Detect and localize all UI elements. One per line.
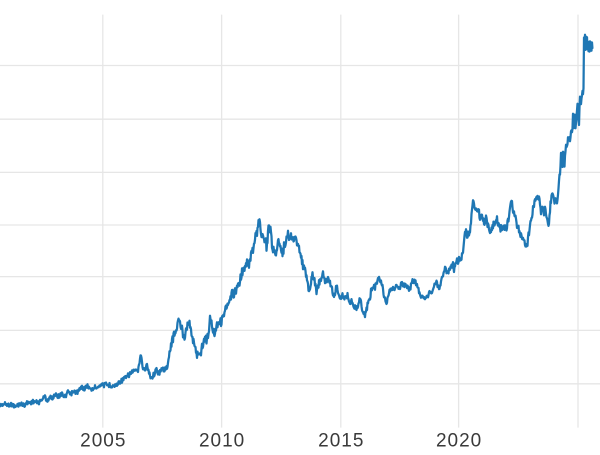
svg-text:2020: 2020 — [436, 430, 482, 450]
svg-text:2015: 2015 — [318, 430, 364, 450]
svg-text:2010: 2010 — [199, 430, 245, 450]
svg-text:2005: 2005 — [80, 430, 126, 450]
